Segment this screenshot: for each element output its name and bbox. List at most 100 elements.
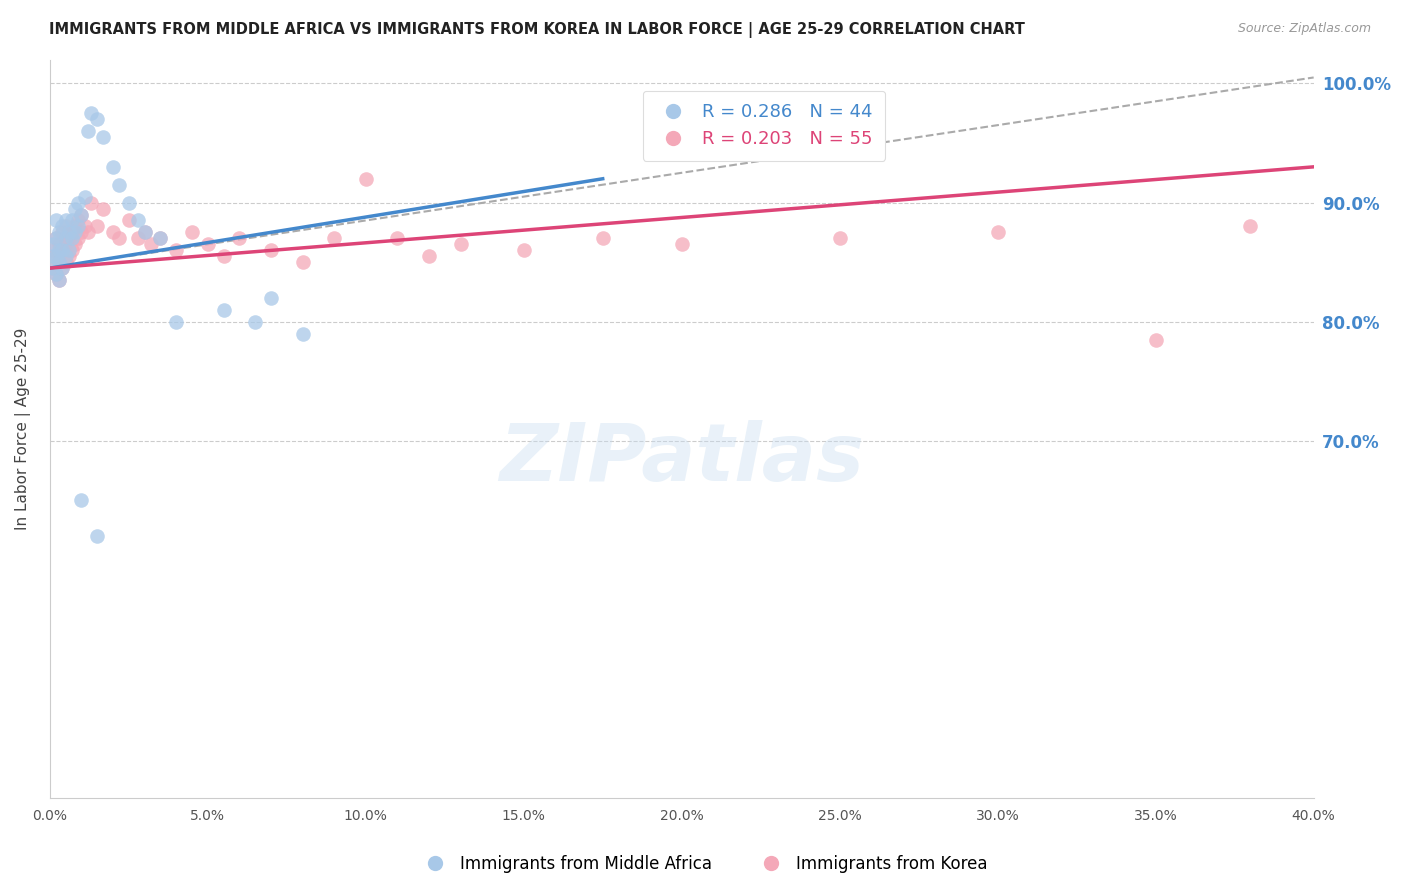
Point xyxy=(60,244,83,258)
Point xyxy=(260,291,283,305)
Point xyxy=(228,231,250,245)
Point xyxy=(387,231,409,245)
Point xyxy=(51,244,73,258)
Point xyxy=(58,249,80,263)
Point xyxy=(67,213,90,227)
Point xyxy=(260,244,283,258)
Legend: R = 0.286   N = 44, R = 0.203   N = 55: R = 0.286 N = 44, R = 0.203 N = 55 xyxy=(643,91,886,161)
Point xyxy=(828,231,851,245)
Point xyxy=(323,231,346,245)
Point xyxy=(55,213,77,227)
Point xyxy=(70,207,93,221)
Point xyxy=(1239,219,1261,234)
Point xyxy=(76,226,98,240)
Point xyxy=(291,326,314,341)
Point xyxy=(63,226,86,240)
Point xyxy=(55,255,77,269)
Point xyxy=(139,237,162,252)
Point xyxy=(243,315,266,329)
Point xyxy=(51,244,73,258)
Point xyxy=(987,226,1010,240)
Point xyxy=(58,244,80,258)
Point xyxy=(63,202,86,216)
Point xyxy=(58,231,80,245)
Y-axis label: In Labor Force | Age 25-29: In Labor Force | Age 25-29 xyxy=(15,327,31,530)
Point xyxy=(67,231,90,245)
Point xyxy=(592,231,614,245)
Point xyxy=(70,493,93,508)
Point xyxy=(60,226,83,240)
Point xyxy=(55,219,77,234)
Point xyxy=(48,255,70,269)
Point xyxy=(45,213,67,227)
Point xyxy=(55,237,77,252)
Point xyxy=(55,249,77,263)
Point xyxy=(60,231,83,245)
Point xyxy=(197,237,219,252)
Point xyxy=(73,189,96,203)
Point xyxy=(45,231,67,245)
Point xyxy=(42,237,65,252)
Point xyxy=(48,226,70,240)
Point xyxy=(512,244,534,258)
Point xyxy=(45,267,67,281)
Point xyxy=(354,171,377,186)
Point xyxy=(45,267,67,281)
Point xyxy=(76,124,98,138)
Point xyxy=(450,237,472,252)
Point xyxy=(108,178,131,192)
Point xyxy=(55,231,77,245)
Point xyxy=(80,195,103,210)
Point xyxy=(63,219,86,234)
Point xyxy=(86,219,108,234)
Point xyxy=(67,195,90,210)
Point xyxy=(42,261,65,276)
Legend: Immigrants from Middle Africa, Immigrants from Korea: Immigrants from Middle Africa, Immigrant… xyxy=(412,848,994,880)
Point xyxy=(1144,333,1167,347)
Point xyxy=(149,231,172,245)
Point xyxy=(48,273,70,287)
Point xyxy=(149,231,172,245)
Point xyxy=(48,244,70,258)
Point xyxy=(118,195,141,210)
Point xyxy=(42,249,65,263)
Point xyxy=(101,160,124,174)
Point xyxy=(60,213,83,227)
Point xyxy=(58,226,80,240)
Point xyxy=(51,219,73,234)
Point xyxy=(51,261,73,276)
Point xyxy=(45,249,67,263)
Point xyxy=(73,219,96,234)
Point xyxy=(181,226,204,240)
Point xyxy=(418,249,440,263)
Point xyxy=(42,244,65,258)
Point xyxy=(48,237,70,252)
Point xyxy=(165,244,187,258)
Point xyxy=(212,249,235,263)
Point xyxy=(48,255,70,269)
Point xyxy=(165,315,187,329)
Point xyxy=(45,249,67,263)
Text: Source: ZipAtlas.com: Source: ZipAtlas.com xyxy=(1237,22,1371,36)
Point xyxy=(127,213,149,227)
Point xyxy=(118,213,141,227)
Point xyxy=(42,261,65,276)
Text: IMMIGRANTS FROM MIDDLE AFRICA VS IMMIGRANTS FROM KOREA IN LABOR FORCE | AGE 25-2: IMMIGRANTS FROM MIDDLE AFRICA VS IMMIGRA… xyxy=(49,22,1025,38)
Point xyxy=(671,237,693,252)
Point xyxy=(51,226,73,240)
Point xyxy=(70,207,93,221)
Text: ZIPatlas: ZIPatlas xyxy=(499,419,865,498)
Point xyxy=(80,106,103,120)
Point xyxy=(212,302,235,317)
Point xyxy=(108,231,131,245)
Point xyxy=(51,261,73,276)
Point xyxy=(70,226,93,240)
Point xyxy=(291,255,314,269)
Point xyxy=(93,130,115,145)
Point xyxy=(86,529,108,543)
Point xyxy=(48,273,70,287)
Point xyxy=(86,112,108,127)
Point xyxy=(127,231,149,245)
Point xyxy=(67,219,90,234)
Point xyxy=(45,231,67,245)
